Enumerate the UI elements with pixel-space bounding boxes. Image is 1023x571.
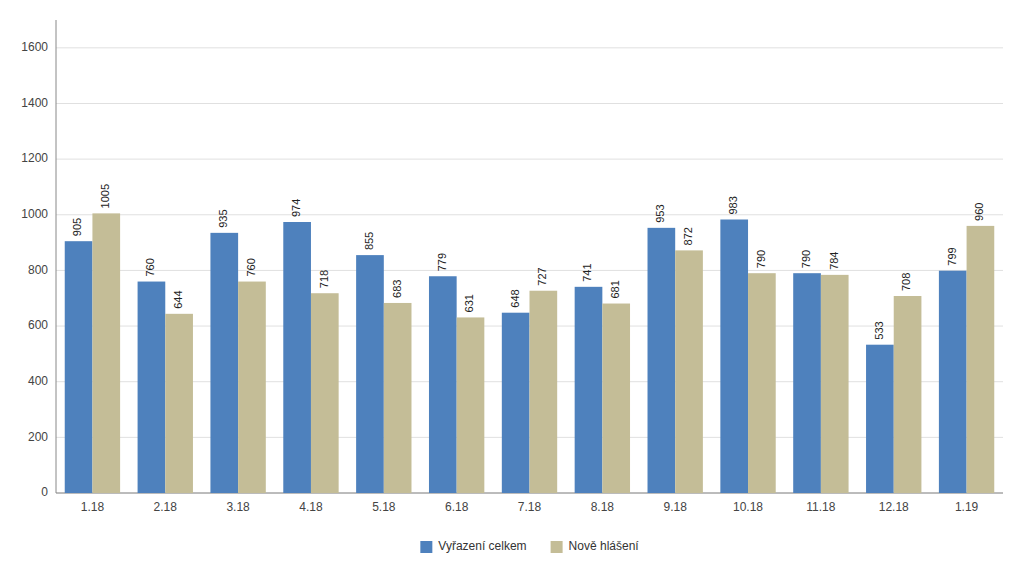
x-tick-label: 5.18 bbox=[372, 500, 396, 514]
bar bbox=[648, 228, 676, 493]
grid-line bbox=[56, 214, 1003, 215]
data-label: 974 bbox=[290, 199, 302, 217]
bar bbox=[138, 282, 166, 493]
chart-container: 0 200 400 600 800 1000 1200 1400 1600 905 760 935 97… bbox=[0, 0, 1023, 571]
grid-line bbox=[56, 270, 1003, 271]
data-label: 872 bbox=[682, 227, 694, 245]
bar bbox=[602, 304, 630, 493]
data-label: 905 bbox=[71, 218, 83, 236]
data-label: 741 bbox=[581, 263, 593, 281]
y-tick-label: 1600 bbox=[21, 40, 48, 54]
y-tick-label: 200 bbox=[28, 430, 48, 444]
bar bbox=[65, 241, 93, 493]
bar bbox=[210, 233, 238, 493]
bar bbox=[866, 345, 894, 493]
bar bbox=[238, 282, 266, 493]
grid-line bbox=[56, 103, 1003, 104]
legend-item: Nově hlášení bbox=[551, 539, 640, 553]
chart: 0 200 400 600 800 1000 1200 1400 1600 905 760 935 97… bbox=[0, 0, 1023, 571]
bar bbox=[457, 317, 485, 493]
data-label: 784 bbox=[828, 252, 840, 270]
y-tick-label: 0 bbox=[41, 485, 48, 499]
data-label: 935 bbox=[217, 209, 229, 227]
x-tick-label: 1.19 bbox=[955, 500, 979, 514]
bar bbox=[356, 255, 384, 493]
bar bbox=[748, 273, 776, 493]
data-label: 760 bbox=[144, 258, 156, 276]
bar bbox=[939, 271, 967, 493]
data-label: 727 bbox=[536, 267, 548, 285]
y-tick-label: 1000 bbox=[21, 207, 48, 221]
legend-item: Vyřazení celkem bbox=[420, 539, 526, 553]
bar bbox=[575, 287, 603, 493]
legend-label: Vyřazení celkem bbox=[438, 539, 526, 553]
x-tick-label: 11.18 bbox=[806, 500, 835, 514]
data-label: 760 bbox=[245, 258, 257, 276]
legend-swatch bbox=[420, 541, 432, 553]
x-tick-label: 9.18 bbox=[664, 500, 688, 514]
bar bbox=[429, 276, 457, 493]
data-label: 855 bbox=[363, 232, 375, 250]
data-label: 953 bbox=[654, 204, 666, 222]
bar bbox=[821, 275, 849, 493]
bar bbox=[283, 222, 311, 493]
data-label: 779 bbox=[436, 253, 448, 271]
y-tick-label: 600 bbox=[28, 318, 48, 332]
grid bbox=[56, 48, 1003, 493]
data-label: 799 bbox=[946, 247, 958, 265]
data-label: 644 bbox=[172, 290, 184, 308]
y-tick-label: 1400 bbox=[21, 96, 48, 110]
bar bbox=[311, 293, 339, 493]
data-label: 681 bbox=[609, 280, 621, 298]
grid-line bbox=[56, 47, 1003, 48]
data-label: 790 bbox=[755, 250, 767, 268]
x-tick-label: 1.18 bbox=[81, 500, 105, 514]
legend-swatch bbox=[551, 541, 563, 553]
bar bbox=[165, 314, 193, 493]
data-label: 631 bbox=[463, 294, 475, 312]
bar bbox=[92, 213, 120, 493]
bar bbox=[502, 313, 530, 493]
x-tick-label: 7.18 bbox=[518, 500, 542, 514]
data-label: 790 bbox=[800, 250, 812, 268]
bar bbox=[530, 291, 558, 493]
x-tick-label: 12.18 bbox=[879, 500, 909, 514]
data-label: 960 bbox=[973, 203, 985, 221]
y-tick-label: 800 bbox=[28, 263, 48, 277]
x-tick-label: 10.18 bbox=[733, 500, 763, 514]
x-tick-label: 8.18 bbox=[591, 500, 615, 514]
bar bbox=[384, 303, 412, 493]
bar bbox=[793, 273, 821, 493]
data-label: 708 bbox=[900, 273, 912, 291]
data-label: 983 bbox=[727, 196, 739, 214]
data-label: 533 bbox=[873, 321, 885, 339]
legend: Vyřazení celkem Nově hlášení bbox=[420, 539, 639, 553]
x-tick-label: 2.18 bbox=[154, 500, 178, 514]
y-axis-line bbox=[56, 20, 57, 493]
data-label: 1005 bbox=[99, 184, 111, 208]
bar bbox=[894, 296, 922, 493]
data-label: 648 bbox=[509, 289, 521, 307]
x-tick-label: 3.18 bbox=[226, 500, 250, 514]
y-tick-label: 400 bbox=[28, 374, 48, 388]
grid-line bbox=[56, 159, 1003, 160]
bar bbox=[720, 219, 748, 493]
bars bbox=[65, 213, 995, 493]
legend-label: Nově hlášení bbox=[569, 539, 640, 553]
data-label: 718 bbox=[318, 270, 330, 288]
bar bbox=[675, 250, 703, 493]
y-tick-label: 1200 bbox=[21, 151, 48, 165]
x-tick-label: 6.18 bbox=[445, 500, 469, 514]
bar bbox=[967, 226, 995, 493]
data-label: 683 bbox=[391, 280, 403, 298]
data-labels: 905 760 935 974 855 779 648 741 953 983 790 533 799 1… bbox=[71, 184, 985, 340]
x-tick-label: 4.18 bbox=[299, 500, 323, 514]
